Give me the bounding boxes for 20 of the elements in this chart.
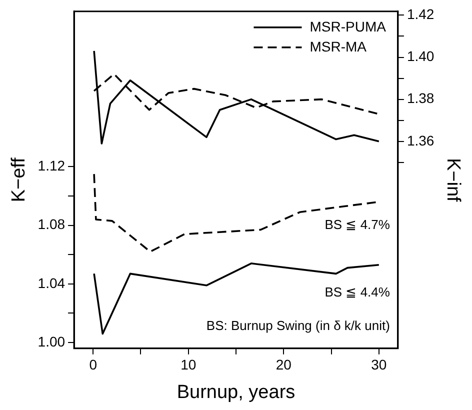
y2-axis-title: K−inf (442, 158, 464, 203)
y-tick-label: 1.00 (38, 333, 66, 350)
x-tick-label: 10 (180, 356, 196, 373)
y2-tick-label: 1.42 (406, 6, 434, 22)
y-tick-label: 1.12 (38, 158, 66, 174)
annotation: BS ≦ 4.4% (324, 284, 390, 300)
x-tick-label: 0 (89, 356, 98, 373)
annotation: BS: Burnup Swing (in δ k/k unit) (206, 318, 390, 334)
y2-tick-label: 1.40 (406, 48, 434, 64)
x-tick-label: 30 (371, 356, 387, 373)
y2-tick-label: 1.38 (406, 90, 434, 106)
y2-tick-label: 1.36 (406, 132, 434, 148)
legend-label: MSR-PUMA (310, 18, 387, 34)
legend-label: MSR-MA (310, 38, 368, 54)
x-tick-label: 20 (276, 356, 292, 373)
y-tick-label: 1.04 (38, 274, 66, 291)
x-axis-title: Burnup, years (176, 382, 296, 403)
y-axis-title: K−eff (8, 156, 30, 202)
annotation: BS ≦ 4.7% (324, 216, 390, 232)
y-tick-label: 1.08 (38, 216, 66, 232)
